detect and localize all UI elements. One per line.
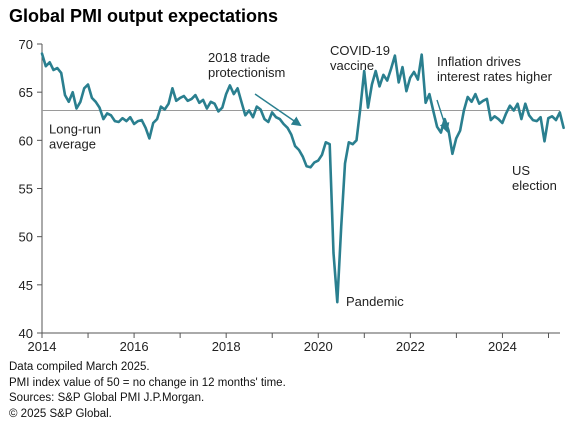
note-copyright: © 2025 S&P Global. — [9, 407, 112, 420]
y-tick-label: 55 — [19, 182, 33, 197]
series-lines — [40, 52, 565, 304]
annotation-trade-protectionism: 2018 trade protectionism — [208, 50, 285, 80]
annotations: 2018 trade protectionism COVID-19 vaccine In… — [208, 43, 557, 309]
annotation-trade-protectionism-arrow — [254, 93, 302, 127]
annotation-us-election: US election — [512, 163, 557, 193]
note-index-value: PMI index value of 50 = no change in 12 … — [9, 376, 286, 389]
source-notes: Data compiled March 2025. PMI index valu… — [9, 360, 286, 422]
annotation-covid-vaccine: COVID-19 vaccine — [330, 43, 390, 73]
note-sources: Sources: S&P Global PMI J.P.Morgan. — [9, 392, 205, 404]
y-tick-label: 70 — [19, 37, 33, 52]
note-compiled: Data compiled March 2025. — [9, 361, 150, 373]
x-tick-label: 2022 — [396, 339, 425, 354]
x-tick-label: 2020 — [304, 339, 333, 354]
chart-title: Global PMI output expectations — [9, 6, 279, 26]
annotation-inflation-rates: Inflation drives interest rates higher — [437, 54, 553, 84]
y-tick-label: 40 — [19, 326, 33, 341]
axes — [37, 43, 560, 338]
x-tick-label: 2024 — [488, 339, 517, 354]
x-tick-label: 2018 — [212, 339, 241, 354]
long-run-average-label: Long-run average — [49, 121, 101, 151]
annotation-pandemic: Pandemic — [346, 294, 404, 309]
y-tick-label: 60 — [19, 133, 33, 148]
x-tick-label: 2016 — [120, 339, 149, 354]
series-line-0 — [40, 52, 565, 304]
y-tick-label: 50 — [19, 230, 33, 245]
y-tick-label: 45 — [19, 278, 33, 293]
tick-labels: 40 45 50 55 60 65 70 2014 2016 2018 2020 2022 2024 — [19, 37, 517, 354]
y-tick-label: 65 — [19, 85, 33, 100]
annotation-inflation-rates-arrow — [436, 99, 450, 133]
x-tick-label: 2014 — [28, 339, 57, 354]
long-run-average: Long-run average — [42, 109, 560, 151]
